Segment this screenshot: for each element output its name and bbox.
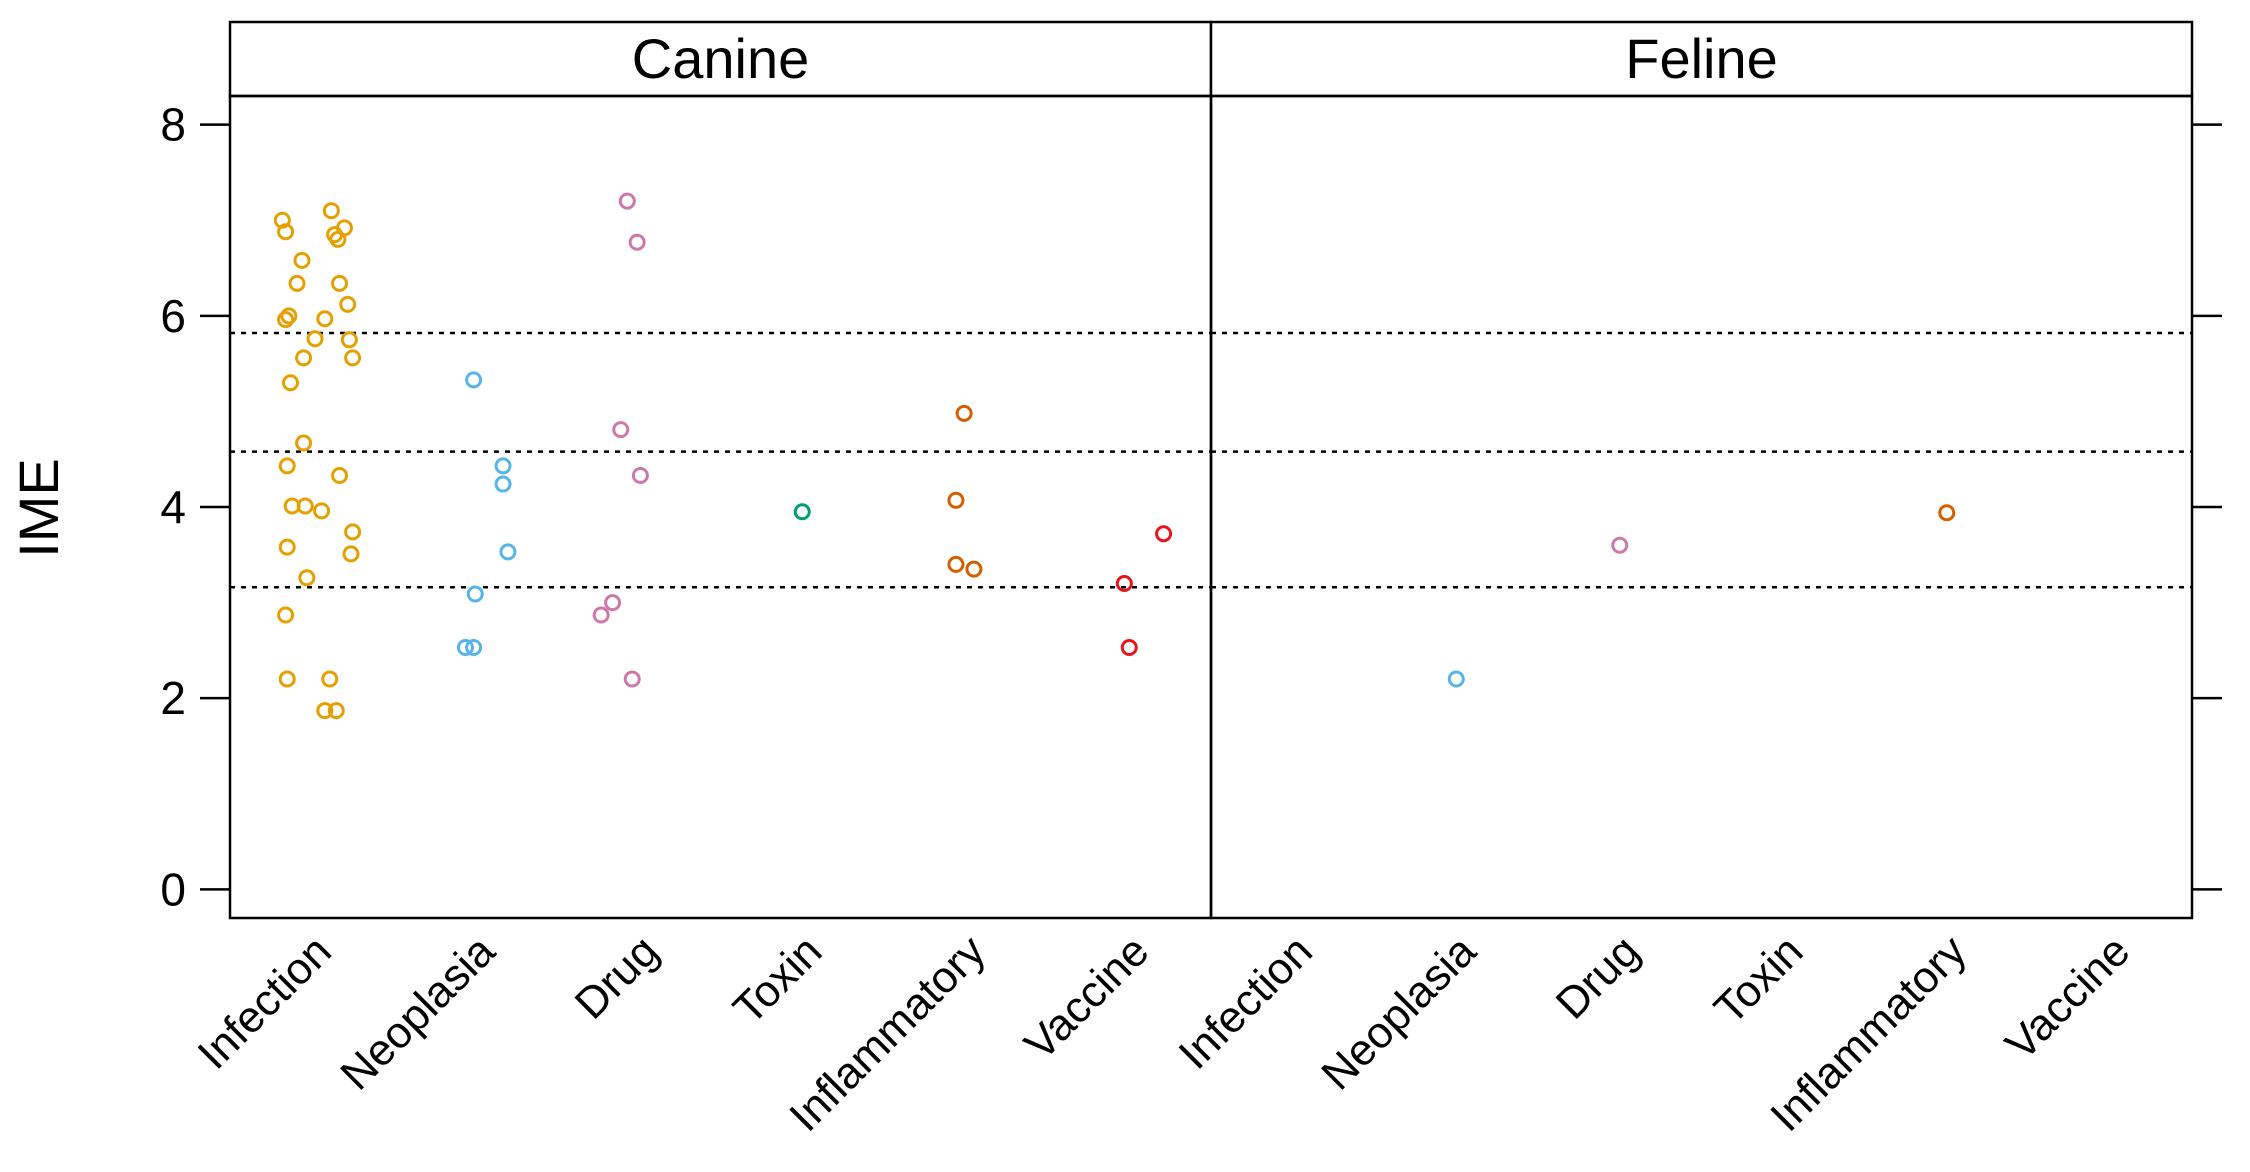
data-point-infection [288,274,306,292]
data-point-drug [623,670,641,688]
data-point-infection [331,274,349,292]
data-point-infection [331,466,349,484]
data-point-infection [278,538,296,556]
data-point-infection [296,497,314,515]
strip-header [228,20,1213,98]
data-point-infection [298,569,316,587]
data-point-infection [278,670,296,688]
data-point-infection [281,374,299,392]
data-point-infection [321,670,339,688]
strip-label: Feline [1625,27,1778,90]
data-point-drug [618,192,636,210]
data-point-drug [592,606,610,624]
data-point-inflammatory [947,491,965,509]
data-point-drug [628,233,646,251]
data-point-neoplasia [466,585,484,603]
data-point-neoplasia [494,475,512,493]
data-point-vaccine [1115,574,1133,592]
data-point-drug [631,466,649,484]
y-axis-label: IME [7,458,70,558]
data-point-neoplasia [465,639,483,657]
y-tick-label: 4 [160,481,186,533]
data-point-inflammatory [965,560,983,578]
data-point-infection [313,502,331,520]
data-point-infection [327,702,345,720]
data-point-infection [295,434,313,452]
y-tick-label: 8 [160,99,186,151]
data-point-vaccine [1120,639,1138,657]
data-point-infection [316,702,334,720]
data-point-inflammatory [1938,504,1956,522]
data-point-infection [329,230,347,248]
data-point-infection [344,523,362,541]
data-point-infection [295,349,313,367]
strip-label: Canine [632,27,809,90]
data-point-neoplasia [456,639,474,657]
data-point-infection [316,310,334,328]
data-point-infection [278,457,296,475]
data-point-infection [306,330,324,348]
data-point-neoplasia [1447,670,1465,688]
data-point-vaccine [1155,525,1173,543]
strip-header [1209,20,2194,98]
data-point-neoplasia [465,371,483,389]
data-point-infection [277,223,295,241]
y-tick-label: 0 [160,863,186,915]
data-point-infection [340,331,358,349]
data-point-infection [342,545,360,563]
data-point-drug [1611,536,1629,554]
data-point-neoplasia [499,543,517,561]
data-point-infection [322,202,340,220]
data-point-toxin [793,503,811,521]
data-point-infection [277,606,295,624]
data-point-drug [604,594,622,612]
data-point-infection [339,295,357,313]
data-point-infection [277,311,295,329]
y-tick-label: 2 [160,672,186,724]
data-point-infection [344,349,362,367]
data-point-neoplasia [494,457,512,475]
data-point-infection [293,251,311,269]
data-point-drug [612,421,630,439]
data-point-inflammatory [955,404,973,422]
y-tick-label: 6 [160,290,186,342]
data-point-infection [280,307,298,325]
data-point-inflammatory [947,555,965,573]
y-axis: 0 2 4 6 8 [160,99,2222,915]
